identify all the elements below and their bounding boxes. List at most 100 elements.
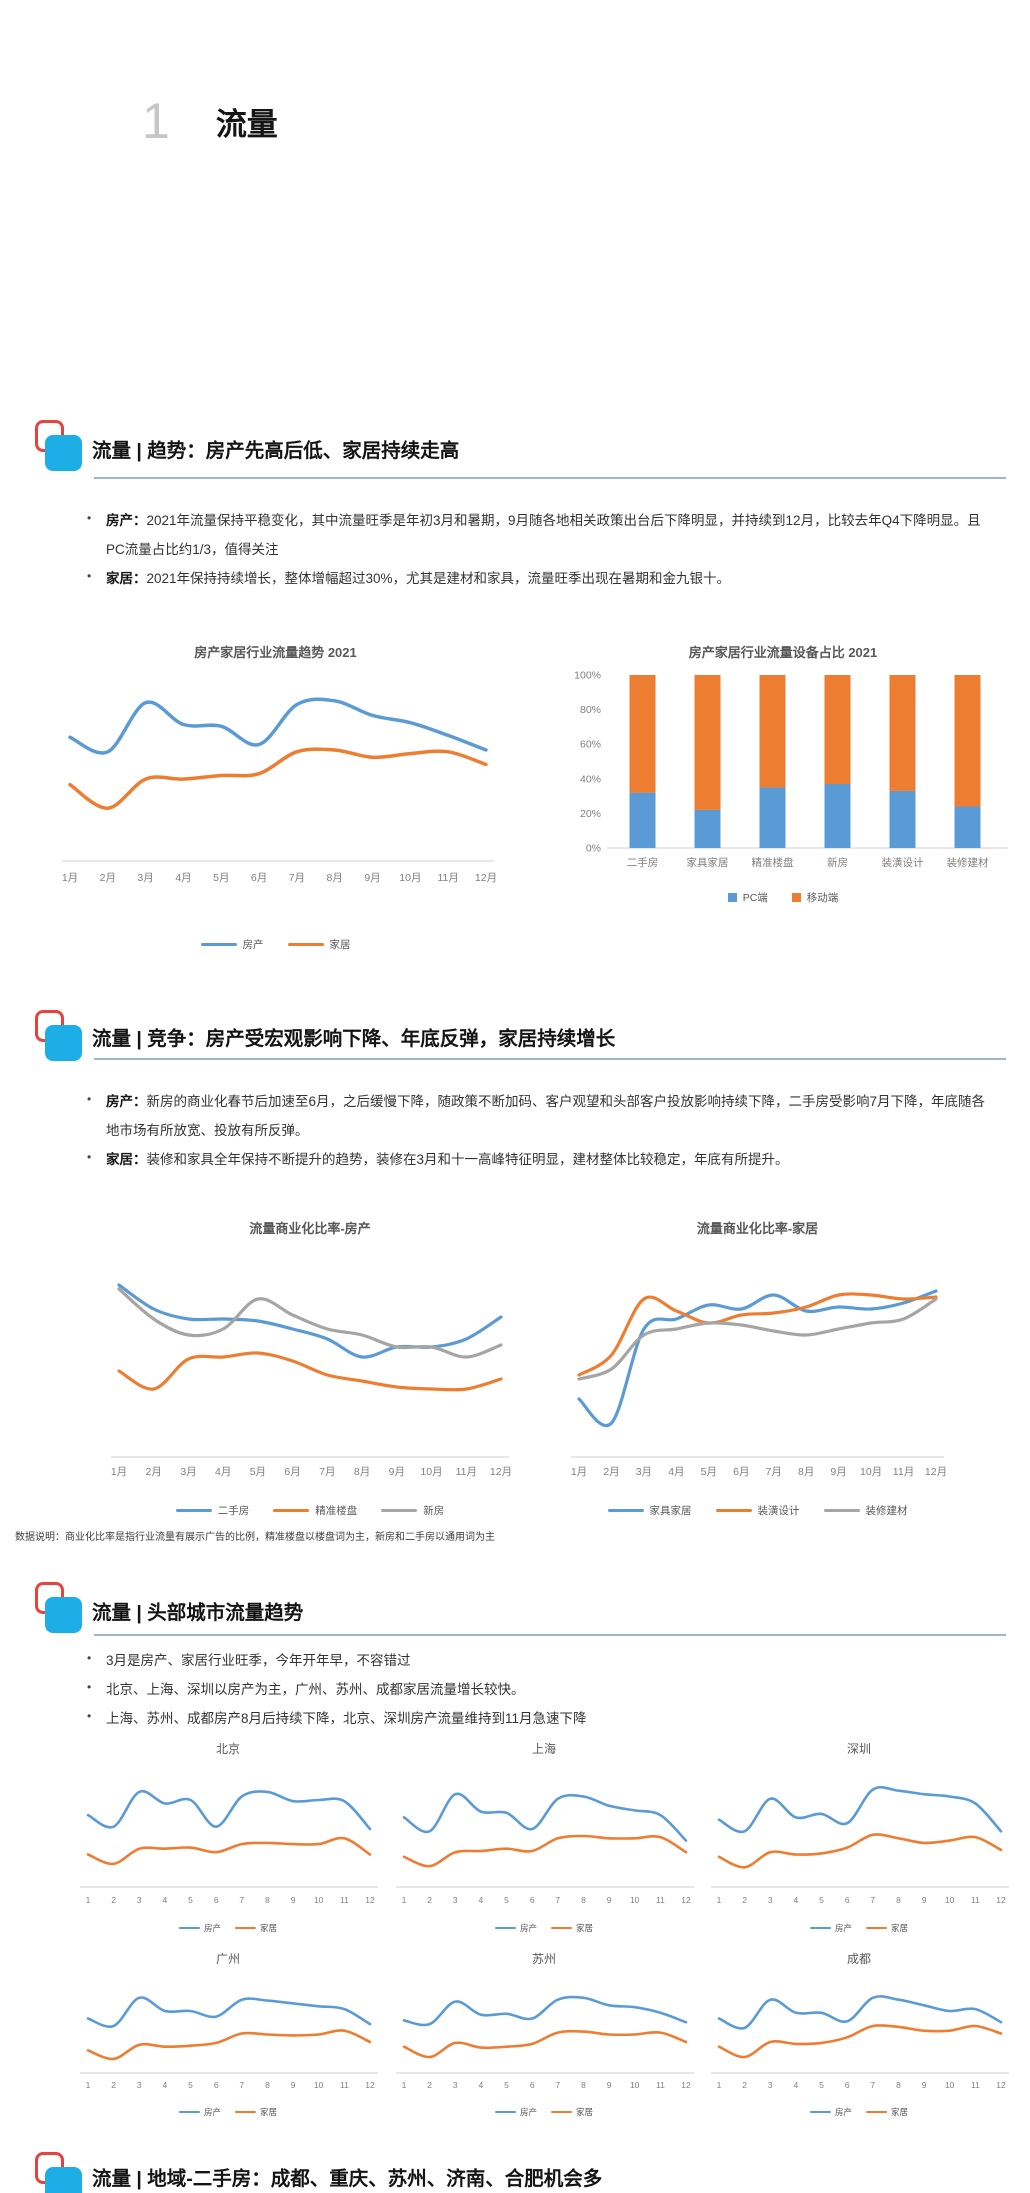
x-tick-label: 11月 <box>893 1466 914 1478</box>
legend-item: 房产 <box>494 1922 537 1934</box>
x-tick-label: 12 <box>996 1895 1006 1905</box>
series-line-0 <box>402 1792 688 1842</box>
x-tick-label: 3 <box>137 2080 142 2090</box>
series-line-2 <box>577 1297 938 1381</box>
section-cities-bullets: 3月是房产、家居行业旺季，今年开年早，不容错过 北京、上海、深圳以房产为主，广州… <box>82 1646 982 1733</box>
bullet-text: 新房的商业化春节后加速至6月，之后缓慢下降，随政策不断加码、客户观望和头部客户投… <box>106 1094 986 1139</box>
page-title-label: 流量 <box>215 107 278 142</box>
series-line-0 <box>86 1789 372 1831</box>
legend-label: 房产 <box>834 2107 852 2117</box>
chart-canvas: 1 2 3 4 5 6 7 8 9 10 11 12 <box>80 1789 378 1905</box>
x-tick-label: 5 <box>504 2080 509 2090</box>
x-tick-label: 1 <box>86 2080 91 2090</box>
x-tick-label: 11 <box>971 1895 980 1905</box>
chart-title: 流量商业化比率-房产 <box>249 1221 371 1236</box>
line-chart-plot: 1 2 3 4 5 6 7 8 9 10 11 12 <box>74 1757 382 1909</box>
x-category-label: 装修建材 <box>947 856 989 869</box>
x-tick-label: 6 <box>214 2080 219 2090</box>
section-trend-header: 流量 | 趋势：房产先高后低、家居持续走高 <box>92 440 460 462</box>
legend-item: 家居 <box>235 2106 277 2118</box>
x-tick-label: 1 <box>402 1895 407 1905</box>
x-tick-label: 3月 <box>137 872 153 884</box>
series-line-1 <box>577 1292 938 1377</box>
x-tick-label: 7 <box>239 2080 244 2090</box>
x-tick-label: 2 <box>742 2080 747 2090</box>
chart-legend: 房产 家居 <box>178 1922 277 1934</box>
x-tick-label: 8 <box>896 2080 901 2090</box>
legend-label: 二手房 <box>217 1505 250 1517</box>
chart-title: 房产家居行业流量设备占比 2021 <box>688 645 878 660</box>
bullet-text: 上海、苏州、成都房产8月后持续下降，北京、深圳房产流量维持到11月急速下降 <box>106 1711 587 1727</box>
blue-square-icon <box>45 435 82 471</box>
x-tick-label: 12 <box>365 1895 375 1905</box>
x-tick-label: 4 <box>479 1895 484 1905</box>
x-tick-label: 7 <box>870 1895 875 1905</box>
bullet-item: 家居：2021年保持持续增长，整体增幅超过30%，尤其是建材和家具，流量旺季出现… <box>82 564 987 593</box>
section-icon <box>35 1010 85 1064</box>
bullet-item: 3月是房产、家居行业旺季，今年开年早，不容错过 <box>82 1646 982 1675</box>
line-chart-plot: 1 2 3 4 5 6 7 8 9 10 11 12 <box>390 1757 698 1909</box>
x-tick-label: 5 <box>188 1895 193 1905</box>
x-tick-label: 7月 <box>766 1466 782 1478</box>
chart-canvas: 0% 20% 40% 60% 80% 100% 二手房 家具家居 精准楼盘 新房 装潢设计 装修建材 <box>574 670 1008 869</box>
x-tick-label: 1 <box>402 2080 407 2090</box>
legend-label: 房产 <box>242 939 264 951</box>
bar-segment-pc <box>889 790 916 848</box>
bullet-text: 北京、上海、深圳以房产为主，广州、苏州、成都家居流量增长较快。 <box>106 1682 525 1698</box>
series-line-1 <box>86 1836 372 1866</box>
bar-segment-mobile <box>954 675 981 807</box>
x-tick-label: 1 <box>717 2080 722 2090</box>
x-tick-label: 8 <box>581 2080 586 2090</box>
x-category-label: 家具家居 <box>687 856 729 869</box>
page-title-number: 1 <box>142 93 170 149</box>
page-title: 1 流量 <box>142 96 278 146</box>
x-tick-label: 8 <box>265 1895 270 1905</box>
legend-label: 家居 <box>576 2107 594 2117</box>
x-tick-label: 2月 <box>146 1466 162 1478</box>
chart-canvas: 1 2 3 4 5 6 7 8 9 10 11 12 <box>80 1996 378 2090</box>
chart-legend: 二手房 精准楼盘 新房 <box>175 1503 444 1518</box>
legend-label: PC端 <box>742 892 768 904</box>
x-tick-label: 2 <box>427 1895 432 1905</box>
x-tick-label: 4 <box>794 1895 799 1905</box>
chart-canvas: 1 2 3 4 5 6 7 8 9 10 11 12 <box>711 1995 1009 2090</box>
bullet-lead: 房产： <box>106 513 147 528</box>
series-line-0 <box>717 1995 1003 2030</box>
x-tick-label: 6 <box>845 2080 850 2090</box>
legend-item: 家居 <box>287 937 351 952</box>
chart-canvas: 1 2 3 4 5 6 7 8 9 10 11 12 <box>396 1792 694 1905</box>
chart-title: 广州 <box>215 1952 240 1966</box>
legend-swatch-icon <box>791 893 801 902</box>
chart-canvas: 1月 2月 3月 4月 5月 6月 7月 8月 9月 10月 11月 12月 <box>61 697 497 884</box>
x-tick-label: 7 <box>239 1895 244 1905</box>
legend-swatch-icon <box>287 943 324 946</box>
x-tick-label: 7 <box>870 2080 875 2090</box>
section-competition-bullets: 房产：新房的商业化春节后加速至6月，之后缓慢下降，随政策不断加码、客户观望和头部… <box>82 1087 987 1174</box>
chart-title: 房产家居行业流量趋势 2021 <box>194 645 357 660</box>
bullet-text: 装修和家具全年保持不断提升的趋势，装修在3月和十一高峰特征明显，建材整体比较稳定… <box>146 1152 789 1168</box>
line-chart-plot: 1 2 3 4 5 6 7 8 9 10 11 12 <box>705 1757 1013 1909</box>
x-tick-label: 12 <box>681 1895 691 1905</box>
section-icon <box>35 420 85 474</box>
x-tick-label: 1月 <box>111 1466 127 1478</box>
legend-swatch-icon <box>866 2110 887 2114</box>
x-tick-label: 5月 <box>250 1466 266 1478</box>
bullet-item: 家居：装修和家具全年保持不断提升的趋势，装修在3月和十一高峰特征明显，建材整体比… <box>82 1145 987 1174</box>
legend-swatch-icon <box>866 1926 887 1930</box>
chart-title: 北京 <box>215 1742 240 1756</box>
x-tick-label: 5 <box>188 2080 193 2090</box>
y-tick-label: 60% <box>580 739 601 751</box>
bar-segment-pc <box>824 783 851 848</box>
x-tick-label: 8月 <box>354 1466 370 1478</box>
series-line-1 <box>717 1833 1003 1869</box>
x-tick-label: 10 <box>630 1895 640 1905</box>
section-divider <box>94 477 1006 479</box>
legend-label: 精准楼盘 <box>315 1505 358 1517</box>
bar-segment-mobile <box>889 675 916 791</box>
x-tick-label: 8月 <box>326 872 342 884</box>
chart-title: 上海 <box>531 1742 556 1756</box>
legend-label: 家居 <box>329 939 351 951</box>
chart-guangzhou: 广州 1 2 3 4 5 6 7 8 9 10 11 12 房产 家居 <box>72 1950 384 2118</box>
bullet-item: 房产：2021年流量保持平稳变化，其中流量旺季是年初3月和暑期，9月随各地相关政… <box>82 506 987 564</box>
